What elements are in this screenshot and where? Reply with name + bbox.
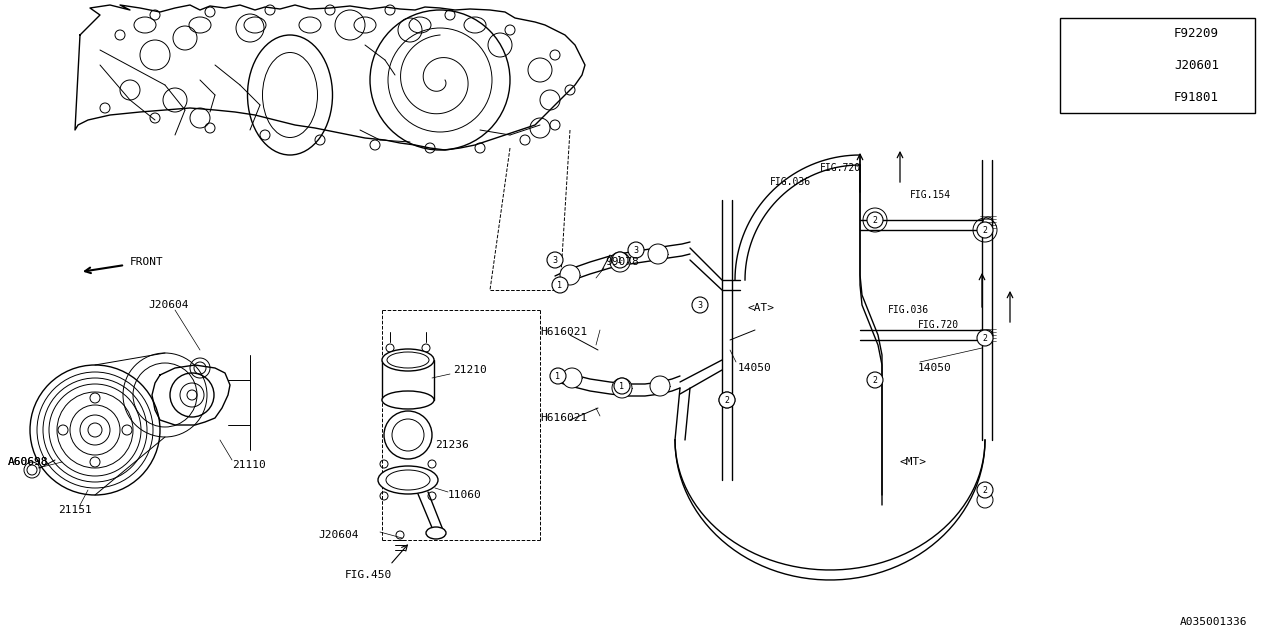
Circle shape <box>1085 86 1108 108</box>
Bar <box>1060 18 1254 113</box>
Text: FRONT: FRONT <box>131 257 164 267</box>
Ellipse shape <box>426 527 445 539</box>
Text: FIG.036: FIG.036 <box>888 305 929 315</box>
Text: F92209: F92209 <box>1174 28 1219 40</box>
Circle shape <box>612 252 628 268</box>
Text: FIG.036: FIG.036 <box>771 177 812 187</box>
Text: 1: 1 <box>556 371 561 381</box>
Ellipse shape <box>387 352 429 368</box>
Ellipse shape <box>387 470 430 490</box>
Circle shape <box>550 368 566 384</box>
Circle shape <box>561 265 580 285</box>
Circle shape <box>648 244 668 264</box>
Ellipse shape <box>384 411 433 459</box>
Text: 2: 2 <box>1093 61 1101 70</box>
Text: 3: 3 <box>698 301 703 310</box>
Circle shape <box>628 242 644 258</box>
Text: 1: 1 <box>1093 29 1101 39</box>
Text: J20604: J20604 <box>148 300 188 310</box>
Circle shape <box>552 277 568 293</box>
Text: 14050: 14050 <box>918 363 952 373</box>
Circle shape <box>27 465 37 475</box>
Text: 1: 1 <box>617 255 622 264</box>
Text: 3: 3 <box>1093 92 1101 102</box>
Text: A035001336: A035001336 <box>1180 617 1248 627</box>
Text: 14050: 14050 <box>739 363 772 373</box>
Text: 21151: 21151 <box>58 505 92 515</box>
Text: 1: 1 <box>558 280 562 289</box>
Circle shape <box>719 392 735 408</box>
Circle shape <box>650 376 669 396</box>
Circle shape <box>547 252 563 268</box>
Text: 2: 2 <box>983 333 987 342</box>
Text: 2: 2 <box>724 396 730 404</box>
Text: A60698: A60698 <box>8 457 49 467</box>
Circle shape <box>977 222 993 238</box>
Text: 3: 3 <box>634 246 639 255</box>
Text: <AT>: <AT> <box>748 303 774 313</box>
Text: 3: 3 <box>553 255 558 264</box>
Ellipse shape <box>381 349 434 371</box>
Text: F91801: F91801 <box>1174 91 1219 104</box>
Text: J20601: J20601 <box>1174 59 1219 72</box>
Text: 21236: 21236 <box>435 440 468 450</box>
Text: FIG.154: FIG.154 <box>910 190 951 200</box>
Circle shape <box>719 392 735 408</box>
Circle shape <box>614 378 630 394</box>
Text: FIG.720: FIG.720 <box>820 163 861 173</box>
Circle shape <box>611 252 630 272</box>
Ellipse shape <box>378 466 438 494</box>
Ellipse shape <box>381 391 434 409</box>
Circle shape <box>88 423 102 437</box>
Text: J20604: J20604 <box>317 530 358 540</box>
Circle shape <box>692 297 708 313</box>
Text: H616021: H616021 <box>540 413 588 423</box>
Text: 99078: 99078 <box>605 257 639 267</box>
Circle shape <box>1085 23 1108 45</box>
Circle shape <box>867 212 883 228</box>
Text: H616021: H616021 <box>540 327 588 337</box>
Text: 2: 2 <box>873 376 878 385</box>
Text: 2: 2 <box>983 486 987 495</box>
Circle shape <box>867 372 883 388</box>
Circle shape <box>612 378 632 398</box>
Text: 2: 2 <box>983 225 987 234</box>
Text: 1: 1 <box>620 381 625 390</box>
Text: 21210: 21210 <box>453 365 486 375</box>
Text: FIG.450: FIG.450 <box>346 570 392 580</box>
Text: A60698: A60698 <box>8 457 49 467</box>
Circle shape <box>977 482 993 498</box>
Text: 21110: 21110 <box>232 460 266 470</box>
Circle shape <box>562 368 582 388</box>
Text: FIG.720: FIG.720 <box>918 320 959 330</box>
Circle shape <box>1085 54 1108 77</box>
Text: 2: 2 <box>873 216 878 225</box>
Circle shape <box>977 330 993 346</box>
Text: <MT>: <MT> <box>900 457 927 467</box>
Text: 11060: 11060 <box>448 490 481 500</box>
Ellipse shape <box>392 419 424 451</box>
